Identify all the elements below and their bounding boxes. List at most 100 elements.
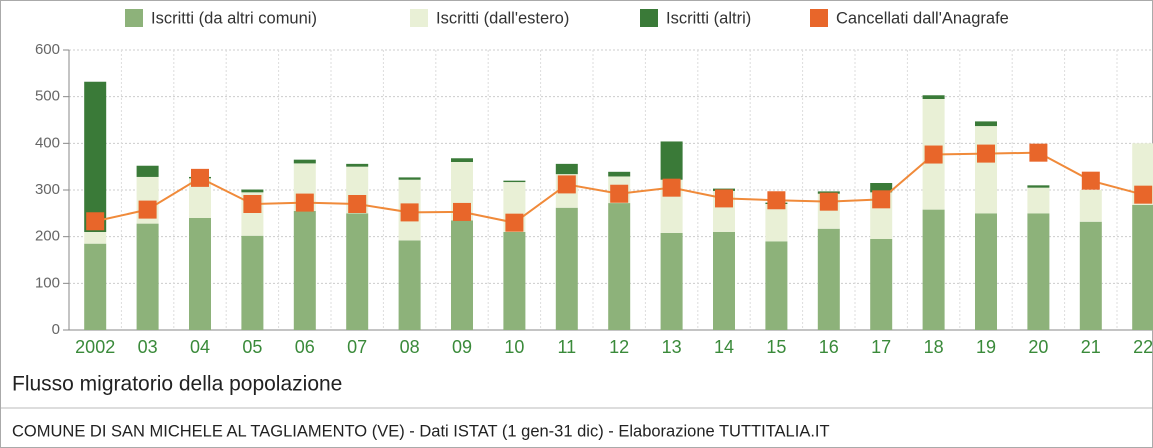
line-marker <box>191 168 209 187</box>
x-tick-label: 15 <box>766 337 786 357</box>
bar-segment <box>451 158 473 162</box>
bar-segment <box>975 213 997 330</box>
line-marker <box>610 184 629 203</box>
bar-segment <box>136 223 159 330</box>
y-tick-label: 500 <box>35 88 60 105</box>
legend-label: Iscritti (dall'estero) <box>436 9 569 27</box>
bar-segment <box>660 141 683 180</box>
x-tick-label: 13 <box>662 337 682 357</box>
bar-segment <box>1079 221 1102 330</box>
y-tick-label: 0 <box>52 321 60 338</box>
bar-segment <box>817 191 840 194</box>
legend-swatch <box>810 9 828 27</box>
line-marker <box>86 212 105 231</box>
line-marker <box>662 178 681 197</box>
bar-segment <box>1079 190 1102 222</box>
bar-segment <box>975 121 997 127</box>
line-marker <box>505 213 524 232</box>
x-tick-label: 10 <box>504 337 524 357</box>
y-tick-label: 300 <box>35 181 60 198</box>
line-marker <box>557 175 576 194</box>
bar-segment <box>189 218 211 330</box>
x-tick-label: 22 <box>1133 337 1153 357</box>
y-tick-label: 200 <box>35 228 60 245</box>
bar-segment <box>84 81 107 232</box>
bar-segment <box>241 235 264 330</box>
bar-segment <box>1027 187 1050 214</box>
x-tick-label: 08 <box>400 337 420 357</box>
line-marker <box>767 191 786 210</box>
line-marker <box>1134 185 1153 204</box>
bar-segment <box>293 159 316 164</box>
x-tick-label: 14 <box>714 337 734 357</box>
x-tick-label: 05 <box>242 337 262 357</box>
bar-segment <box>922 95 945 99</box>
bar-segment <box>1027 213 1050 330</box>
legend-swatch <box>410 9 428 27</box>
legend-label: Cancellati dall'Anagrafe <box>836 9 1009 27</box>
x-tick-label: 21 <box>1081 337 1101 357</box>
legend-swatch <box>125 9 143 27</box>
y-tick-label: 100 <box>35 274 60 291</box>
caption-area <box>1 358 1152 447</box>
bar-segment <box>84 232 107 244</box>
bar-segment <box>922 209 945 330</box>
bar-segment <box>84 243 107 330</box>
legend-swatch <box>640 9 658 27</box>
x-tick-label: 11 <box>557 337 576 357</box>
x-tick-label: 09 <box>452 337 472 357</box>
line-marker <box>453 202 471 221</box>
bar-segment <box>503 180 526 183</box>
bar-segment <box>451 220 473 330</box>
line-marker <box>977 144 995 163</box>
bar-segment <box>555 207 578 330</box>
line-marker <box>138 200 157 219</box>
x-tick-label: 17 <box>871 337 891 357</box>
line-marker <box>715 189 733 208</box>
bar-segment <box>870 239 893 330</box>
x-tick-label: 03 <box>138 337 158 357</box>
x-tick-label: 04 <box>190 337 210 357</box>
bar-segment <box>346 213 369 330</box>
bar-segment <box>398 240 421 330</box>
line-marker <box>1029 143 1048 162</box>
line-marker <box>295 193 314 212</box>
bar-segment <box>817 228 840 330</box>
bar-segment <box>1027 185 1050 188</box>
y-tick-label: 400 <box>35 134 60 151</box>
x-tick-label: 12 <box>609 337 629 357</box>
x-tick-label: 06 <box>295 337 315 357</box>
x-tick-label: 19 <box>976 337 996 357</box>
line-marker <box>400 203 419 222</box>
line-marker <box>819 192 838 211</box>
bar-segment <box>765 241 788 330</box>
chart-subtitle: COMUNE DI SAN MICHELE AL TAGLIAMENTO (VE… <box>12 422 830 440</box>
bar-segment <box>136 165 159 177</box>
chart-title: Flusso migratorio della popolazione <box>12 373 342 396</box>
legend-label: Iscritti (da altri comuni) <box>151 9 317 27</box>
x-tick-label: 07 <box>347 337 367 357</box>
bar-segment <box>713 232 735 330</box>
legend-label: Iscritti (altri) <box>666 9 751 27</box>
x-tick-label: 20 <box>1028 337 1048 357</box>
bar-segment <box>398 177 421 180</box>
line-marker <box>872 190 891 209</box>
x-tick-label: 2002 <box>75 337 115 357</box>
line-marker <box>243 195 262 213</box>
bar-segment <box>608 171 631 177</box>
bar-segment <box>503 232 526 330</box>
bar-segment <box>660 232 683 330</box>
bar-segment <box>765 204 788 242</box>
bar-segment <box>1132 204 1153 330</box>
bar-segment <box>241 189 264 193</box>
bar-segment <box>608 203 631 330</box>
bar-segment <box>293 211 316 330</box>
line-marker <box>924 145 943 164</box>
bar-segment <box>346 163 369 167</box>
y-tick-label: 600 <box>35 41 60 58</box>
line-marker <box>1081 171 1100 190</box>
bar-segment <box>189 178 211 218</box>
bar-segment <box>975 126 997 214</box>
line-marker <box>348 195 367 213</box>
